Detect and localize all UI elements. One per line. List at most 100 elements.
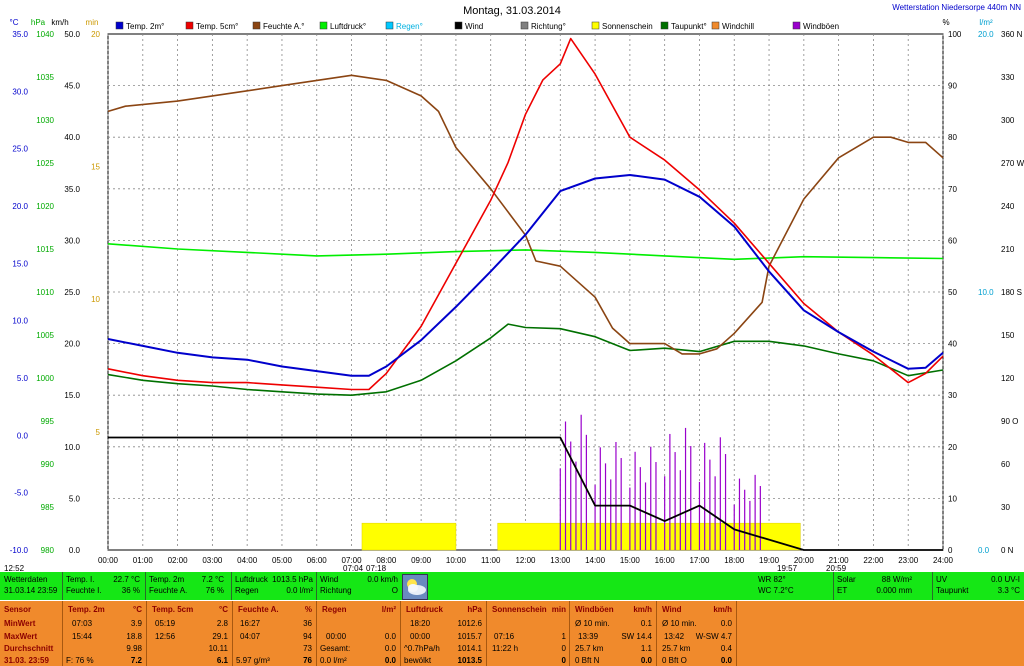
sunshine-bar <box>361 522 457 551</box>
rain-tick: 10.0 <box>978 288 994 297</box>
rain-tick: 20.0 <box>978 30 994 39</box>
stats-wind-avg-label: Ø 10 min. <box>662 619 697 628</box>
stats-temp5cm-max-time: 12:56 <box>155 632 176 641</box>
legend-label: Windchill <box>722 22 754 31</box>
stats-regen-max-time: 00:00 <box>326 632 347 641</box>
regen-value: 0.0 l/m² <box>286 586 313 595</box>
hour-tick: 01:00 <box>133 556 154 565</box>
stats-boeen-avg: 0.1 <box>640 619 652 628</box>
taupunkt-label: Taupunkt <box>936 586 969 595</box>
temp-tick: -10.0 <box>10 546 29 555</box>
richtung-label: Richtung <box>320 586 352 595</box>
sunrise: 07:04 <box>343 564 364 572</box>
hour-tick: 10:00 <box>446 556 467 565</box>
pressure-tick: 1000 <box>36 374 54 383</box>
stats-feuchte-min: 36 <box>303 619 312 628</box>
hour-tick: 17:00 <box>689 556 710 565</box>
stats-luftdruck-avg: 1014.1 <box>457 644 482 653</box>
stats-regen-unit: l/m² <box>381 605 396 614</box>
legend-label: Regen° <box>396 22 423 31</box>
stats-sonne-unit: min <box>551 605 566 614</box>
richtung-value: O <box>391 586 398 595</box>
stats-boeen-avg-label: Ø 10 min. <box>575 619 610 628</box>
stats-sonne-total: 11:22 h <box>492 644 519 653</box>
hour-tick: 22:00 <box>863 556 884 565</box>
pressure-tick: 1030 <box>36 116 54 125</box>
direction-tick: 270 W <box>1001 159 1024 168</box>
direction-tick: 30 <box>1001 503 1010 512</box>
wind-line <box>108 436 943 551</box>
stats-wind-avg: 0.0 <box>720 619 732 628</box>
hour-tick: 18:00 <box>724 556 745 565</box>
sun-tick: 5 <box>96 428 101 437</box>
temp-2m-label: Temp. 2m <box>149 575 185 584</box>
feuchte-i-value: 36 % <box>121 586 140 595</box>
stats-avg-label: Durchschnitt <box>4 644 54 653</box>
unit-label: min <box>86 18 99 27</box>
hour-tick: 13:00 <box>550 556 571 565</box>
stats-feuchte-header: Feuchte A. <box>238 605 279 614</box>
legend-swatch <box>591 21 600 30</box>
direction-tick: 330 <box>1001 73 1015 82</box>
stats-temp5cm-min-time: 05:19 <box>155 619 176 628</box>
legend-swatch <box>385 21 394 30</box>
sun-tick: 10 <box>91 295 100 304</box>
wind-tick: 40.0 <box>64 133 80 142</box>
hour-tick: 20:00 <box>794 556 815 565</box>
taupunkt-line <box>107 323 944 397</box>
daylength: 12:52 <box>4 564 25 572</box>
hour-tick: 21:00 <box>829 556 850 565</box>
direction-tick: 60 <box>1001 460 1010 469</box>
stats-wind-distance: 25.7 km <box>662 644 691 653</box>
legend-swatch <box>319 21 328 30</box>
humidity-tick: 0 <box>948 546 953 555</box>
stats-luftdruck-trend: ^0.7hPa/h <box>404 644 440 653</box>
stats-temp2m-header: Temp. 2m <box>68 605 105 614</box>
humidity-tick: 50 <box>948 288 957 297</box>
stats-regen-total-label: Gesamt: <box>320 644 351 653</box>
legend-swatch <box>660 21 669 30</box>
stats-sonne-max: 1 <box>561 632 566 641</box>
unit-label: hPa <box>31 18 46 27</box>
temp-tick: 30.0 <box>12 87 28 96</box>
wind-tick: 35.0 <box>64 185 80 194</box>
rain-tick: 0.0 <box>978 546 990 555</box>
pressure-tick: 990 <box>41 460 55 469</box>
stats-wind-max-time: 13:42 <box>664 632 685 641</box>
et-value: 0.000 mm <box>876 586 912 595</box>
hour-tick: 05:00 <box>272 556 293 565</box>
hour-tick: 24:00 <box>933 556 954 565</box>
direction-tick: 0 N <box>1001 546 1014 555</box>
legend-label: Temp. 2m° <box>126 22 164 31</box>
pressure-tick: 1025 <box>36 159 54 168</box>
temp-2m-value: 7.2 °C <box>201 575 224 584</box>
direction-tick: 90 O <box>1001 417 1018 426</box>
stats-feuchte-min-time: 16:27 <box>240 619 261 628</box>
stats-date-label: 31.03. 23:59 <box>4 656 49 665</box>
wind-value: 0.0 km/h <box>367 575 398 584</box>
stats-regen-rate: 0.0 l/m² <box>320 656 347 665</box>
stats-temp5cm-header: Temp. 5cm <box>152 605 194 614</box>
feuchte-line <box>107 74 944 355</box>
temp-tick: -5.0 <box>14 489 28 498</box>
direction-tick: 150 <box>1001 331 1015 340</box>
stats-boeen-bft: 0 Bft N <box>575 656 600 665</box>
legend-swatch <box>115 21 124 30</box>
temp-i-value: 22.7 °C <box>113 575 140 584</box>
wind-tick: 0.0 <box>69 546 81 555</box>
legend-label: Temp. 5cm° <box>196 22 238 31</box>
temp-tick: 35.0 <box>12 30 28 39</box>
pressure-tick: 1010 <box>36 288 54 297</box>
legend-swatch <box>792 21 801 30</box>
hour-tick: 02:00 <box>168 556 189 565</box>
direction-tick: 120 <box>1001 374 1015 383</box>
legend-label: Feuchte A.° <box>263 22 304 31</box>
stats-temp2m-max-time: 15:44 <box>72 632 93 641</box>
wr-value: WR 82° <box>758 575 786 584</box>
sun-tick: 15 <box>91 163 100 172</box>
wind-tick: 5.0 <box>69 494 81 503</box>
legend-label: Taupunkt° <box>671 22 707 31</box>
stats-sonne-header: Sonnenschein <box>492 605 547 614</box>
temp-tick: 25.0 <box>12 145 28 154</box>
luftdruck-line <box>107 243 944 261</box>
